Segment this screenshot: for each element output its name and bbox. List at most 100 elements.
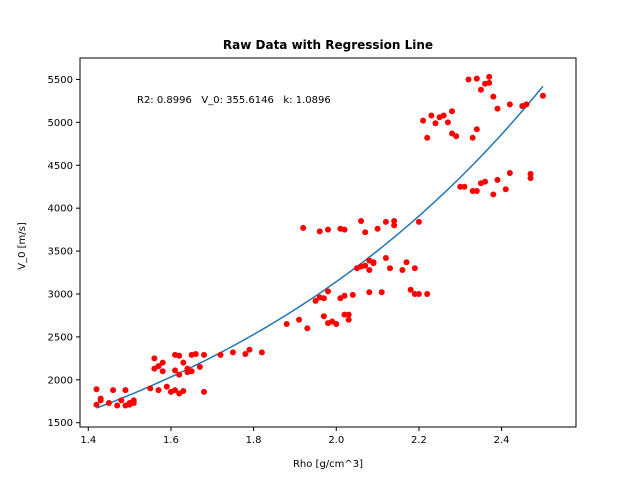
y-tick-label: 5500 [48,75,73,86]
data-point [151,355,158,362]
data-point [345,316,352,323]
data-point [362,229,369,236]
data-point [105,399,112,406]
data-point [382,218,389,225]
data-point [527,170,534,177]
data-point [188,368,195,375]
data-point [192,351,199,358]
data-point [312,297,319,304]
data-point [172,367,179,374]
data-point [482,178,489,185]
data-point [196,363,203,370]
data-point [333,321,340,328]
data-point [304,325,311,332]
data-point [415,218,422,225]
data-point [387,265,393,272]
data-point [469,188,476,195]
axes-frame [79,57,577,428]
data-point [440,112,447,119]
data-point [93,386,100,393]
data-point [477,86,484,93]
data-point [345,311,352,318]
data-point [444,119,451,126]
data-point [370,259,377,266]
data-point [506,169,513,176]
data-point [97,395,104,402]
data-point [486,73,493,80]
data-point [283,321,290,328]
data-point [242,351,249,358]
y-tick-label: 5000 [48,118,73,129]
data-point [453,133,460,140]
data-point [316,228,323,235]
data-point [163,383,170,390]
data-point [420,117,427,124]
data-point [229,349,236,356]
data-point [449,108,455,115]
data-point [494,105,501,112]
data-point [172,387,179,394]
data-point [502,186,509,193]
data-point [424,290,431,297]
y-tick-label: 2000 [48,375,73,386]
data-point [411,265,418,272]
data-point [486,79,493,86]
data-point [118,397,125,404]
x-tick-label: 1.8 [246,435,262,446]
data-point [325,288,331,295]
data-point [114,402,121,409]
data-point [300,224,307,231]
data-point [374,225,381,232]
data-point [469,134,476,141]
data-point [490,191,497,198]
x-tick-label: 2.2 [411,435,427,446]
data-point [358,218,365,225]
data-point [506,101,513,108]
y-tick-label: 3500 [48,247,73,258]
data-point [159,368,166,375]
data-point [539,92,546,99]
data-point [159,359,166,366]
data-point [155,363,162,370]
data-point [473,126,480,133]
data-point [176,371,183,378]
chart-title: Raw Data with Regression Line [223,38,433,52]
data-point [341,292,348,299]
data-point [378,289,385,296]
data-point [258,349,265,356]
data-point [176,352,183,359]
data-point [341,311,348,318]
data-point [432,120,439,127]
data-point [403,259,410,266]
data-point [147,385,154,392]
y-tick-label: 3000 [48,289,73,300]
data-point [246,346,253,353]
data-point [130,399,137,406]
data-point [296,316,303,323]
data-point [407,286,414,293]
x-axis-label: Rho [g/cm^3] [293,459,363,470]
data-point [349,291,356,298]
data-point [320,295,327,302]
regression-line [96,85,544,409]
regression-annotation: R2: 0.8996 V_0: 355.6146 k: 1.0896 [137,95,331,106]
y-tick-label: 4500 [48,161,73,172]
data-point [341,226,348,233]
x-tick-label: 2.4 [494,435,510,446]
data-point [217,351,224,358]
y-axis-label: V_0 [m/s] [17,222,28,270]
data-point [490,93,497,100]
data-point [527,175,534,182]
plot-area: 1.4 1.6 1.8 2.0 2.2 2.4 1500 2000 2500 3000 3500 40… [48,57,577,446]
data-point [411,290,418,297]
data-point [391,218,398,225]
data-point [93,401,100,408]
data-point [155,387,162,394]
x-tick-label: 2.0 [328,435,344,446]
data-point [110,387,117,394]
data-point [366,289,373,296]
data-point [122,387,129,394]
y-tick-label: 2500 [48,332,73,343]
